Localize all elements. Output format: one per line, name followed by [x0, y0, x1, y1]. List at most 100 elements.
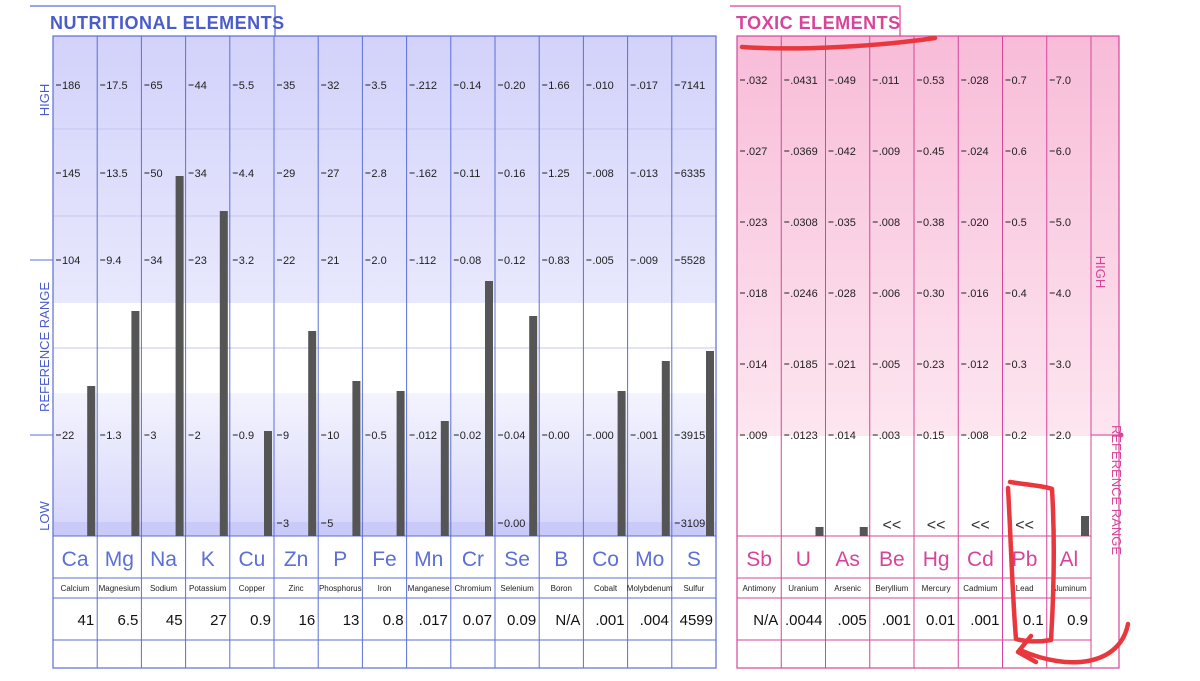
symbol-mg: Mg: [105, 548, 134, 571]
tick-label-be: .006: [879, 288, 900, 300]
result-as: .005: [838, 612, 867, 629]
nutritional-title: NUTRITIONAL ELEMENTS: [50, 13, 285, 33]
tick-label-mn: .162: [416, 168, 437, 180]
name-as: Arsenic: [834, 584, 861, 593]
toxic-side-reference: REFERENCE RANGE: [1109, 425, 1124, 555]
annotation-lead-box: [1005, 479, 1057, 644]
tick-label-k: 2: [195, 430, 201, 442]
symbol-b: B: [554, 548, 568, 571]
tick-label-hg: 0.30: [923, 288, 944, 300]
tick-label-as: .049: [835, 75, 856, 87]
tick-label-extra-p: 5: [327, 518, 333, 530]
result-cr: 0.07: [463, 612, 492, 629]
name-ca: Calcium: [61, 584, 90, 593]
tick-label-cd: .016: [967, 288, 988, 300]
toxic-title: TOXIC ELEMENTS: [736, 13, 901, 33]
tick-label-fe: 2.0: [371, 255, 386, 267]
tick-label-extra-se: 0.00: [504, 518, 525, 530]
tick-label-p: 10: [327, 430, 339, 442]
tick-label-mg: 9.4: [106, 255, 121, 267]
tick-label-cd: .008: [967, 430, 988, 442]
tick-label-mg: 13.5: [106, 168, 127, 180]
tick-label-extra-zn: 3: [283, 518, 289, 530]
tick-label-as: .042: [835, 146, 856, 158]
result-u: .0044: [785, 612, 823, 629]
name-al: Aluminum: [1051, 584, 1087, 593]
tick-label-u: .0369: [790, 146, 818, 158]
name-cu: Copper: [239, 584, 266, 593]
result-sb: N/A: [753, 612, 778, 629]
tick-label-u: .0308: [790, 217, 818, 229]
tick-label-sb: .023: [746, 217, 767, 229]
bar-u: [815, 527, 824, 536]
bar-fe: [396, 391, 405, 536]
tick-label-co: .010: [592, 80, 613, 92]
bar-cr: [485, 281, 493, 536]
symbol-be: Be: [879, 548, 905, 571]
tick-label-pb: 0.3: [1012, 359, 1027, 371]
below-range-marker-cd: <<: [971, 517, 990, 534]
tick-label-k: 34: [195, 168, 207, 180]
tick-label-se: 0.16: [504, 168, 525, 180]
bar-zn: [308, 331, 317, 536]
name-sb: Antimony: [742, 584, 775, 593]
tick-label-zn: 29: [283, 168, 295, 180]
tick-label-sb: .018: [746, 288, 767, 300]
result-co: .001: [595, 612, 624, 629]
bar-mo: [661, 361, 670, 536]
tick-label-hg: 0.23: [923, 359, 944, 371]
tick-label-k: 44: [195, 80, 207, 92]
tick-label-be: .003: [879, 430, 900, 442]
tick-label-p: 27: [327, 168, 339, 180]
tick-label-be: .005: [879, 359, 900, 371]
symbol-mn: Mn: [414, 548, 443, 571]
result-cu: 0.9: [250, 612, 271, 629]
result-zn: 16: [299, 612, 316, 629]
tick-label-s: 5528: [681, 255, 705, 267]
tick-label-fe: 0.5: [371, 430, 386, 442]
tick-label-al: 6.0: [1056, 146, 1071, 158]
tick-label-mo: .017: [637, 80, 658, 92]
nutri-side-low: LOW: [37, 500, 52, 530]
tick-label-al: 7.0: [1056, 75, 1071, 87]
bar-mn: [440, 421, 449, 536]
tick-label-sb: .009: [746, 430, 767, 442]
bar-mg: [131, 311, 140, 536]
tick-label-b: 1.25: [548, 168, 569, 180]
tick-label-cd: .012: [967, 359, 988, 371]
result-na: 45: [166, 612, 183, 629]
symbol-as: As: [835, 548, 860, 571]
tick-label-se: 0.20: [504, 80, 525, 92]
symbol-zn: Zn: [284, 548, 309, 571]
tick-label-pb: 0.7: [1012, 75, 1027, 87]
tick-label-ca: 145: [62, 168, 80, 180]
tick-label-hg: 0.45: [923, 146, 944, 158]
bar-cu: [264, 431, 272, 536]
tick-label-al: 2.0: [1056, 430, 1071, 442]
tick-label-fe: 3.5: [371, 80, 386, 92]
tick-label-zn: 9: [283, 430, 289, 442]
symbol-k: K: [201, 548, 215, 571]
tick-label-ca: 186: [62, 80, 80, 92]
tick-label-sb: .027: [746, 146, 767, 158]
result-cd: .001: [970, 612, 999, 629]
tick-label-ca: 22: [62, 430, 74, 442]
tick-label-be: .008: [879, 217, 900, 229]
bar-co: [617, 391, 626, 536]
tick-label-hg: 0.38: [923, 217, 944, 229]
tick-label-as: .014: [835, 430, 856, 442]
result-mg: 6.5: [118, 612, 139, 629]
bar-ca: [87, 386, 96, 536]
tick-label-hg: 0.15: [923, 430, 944, 442]
name-mn: Manganese: [408, 584, 450, 593]
name-p: Phosphorus: [319, 584, 362, 593]
tick-label-co: .000: [592, 430, 613, 442]
tick-label-cu: 0.9: [239, 430, 254, 442]
tick-label-mn: .212: [416, 80, 437, 92]
symbol-mo: Mo: [635, 548, 664, 571]
result-fe: 0.8: [383, 612, 404, 629]
result-hg: 0.01: [926, 612, 955, 629]
tick-label-na: 34: [150, 255, 162, 267]
tick-label-s: 3915: [681, 430, 705, 442]
